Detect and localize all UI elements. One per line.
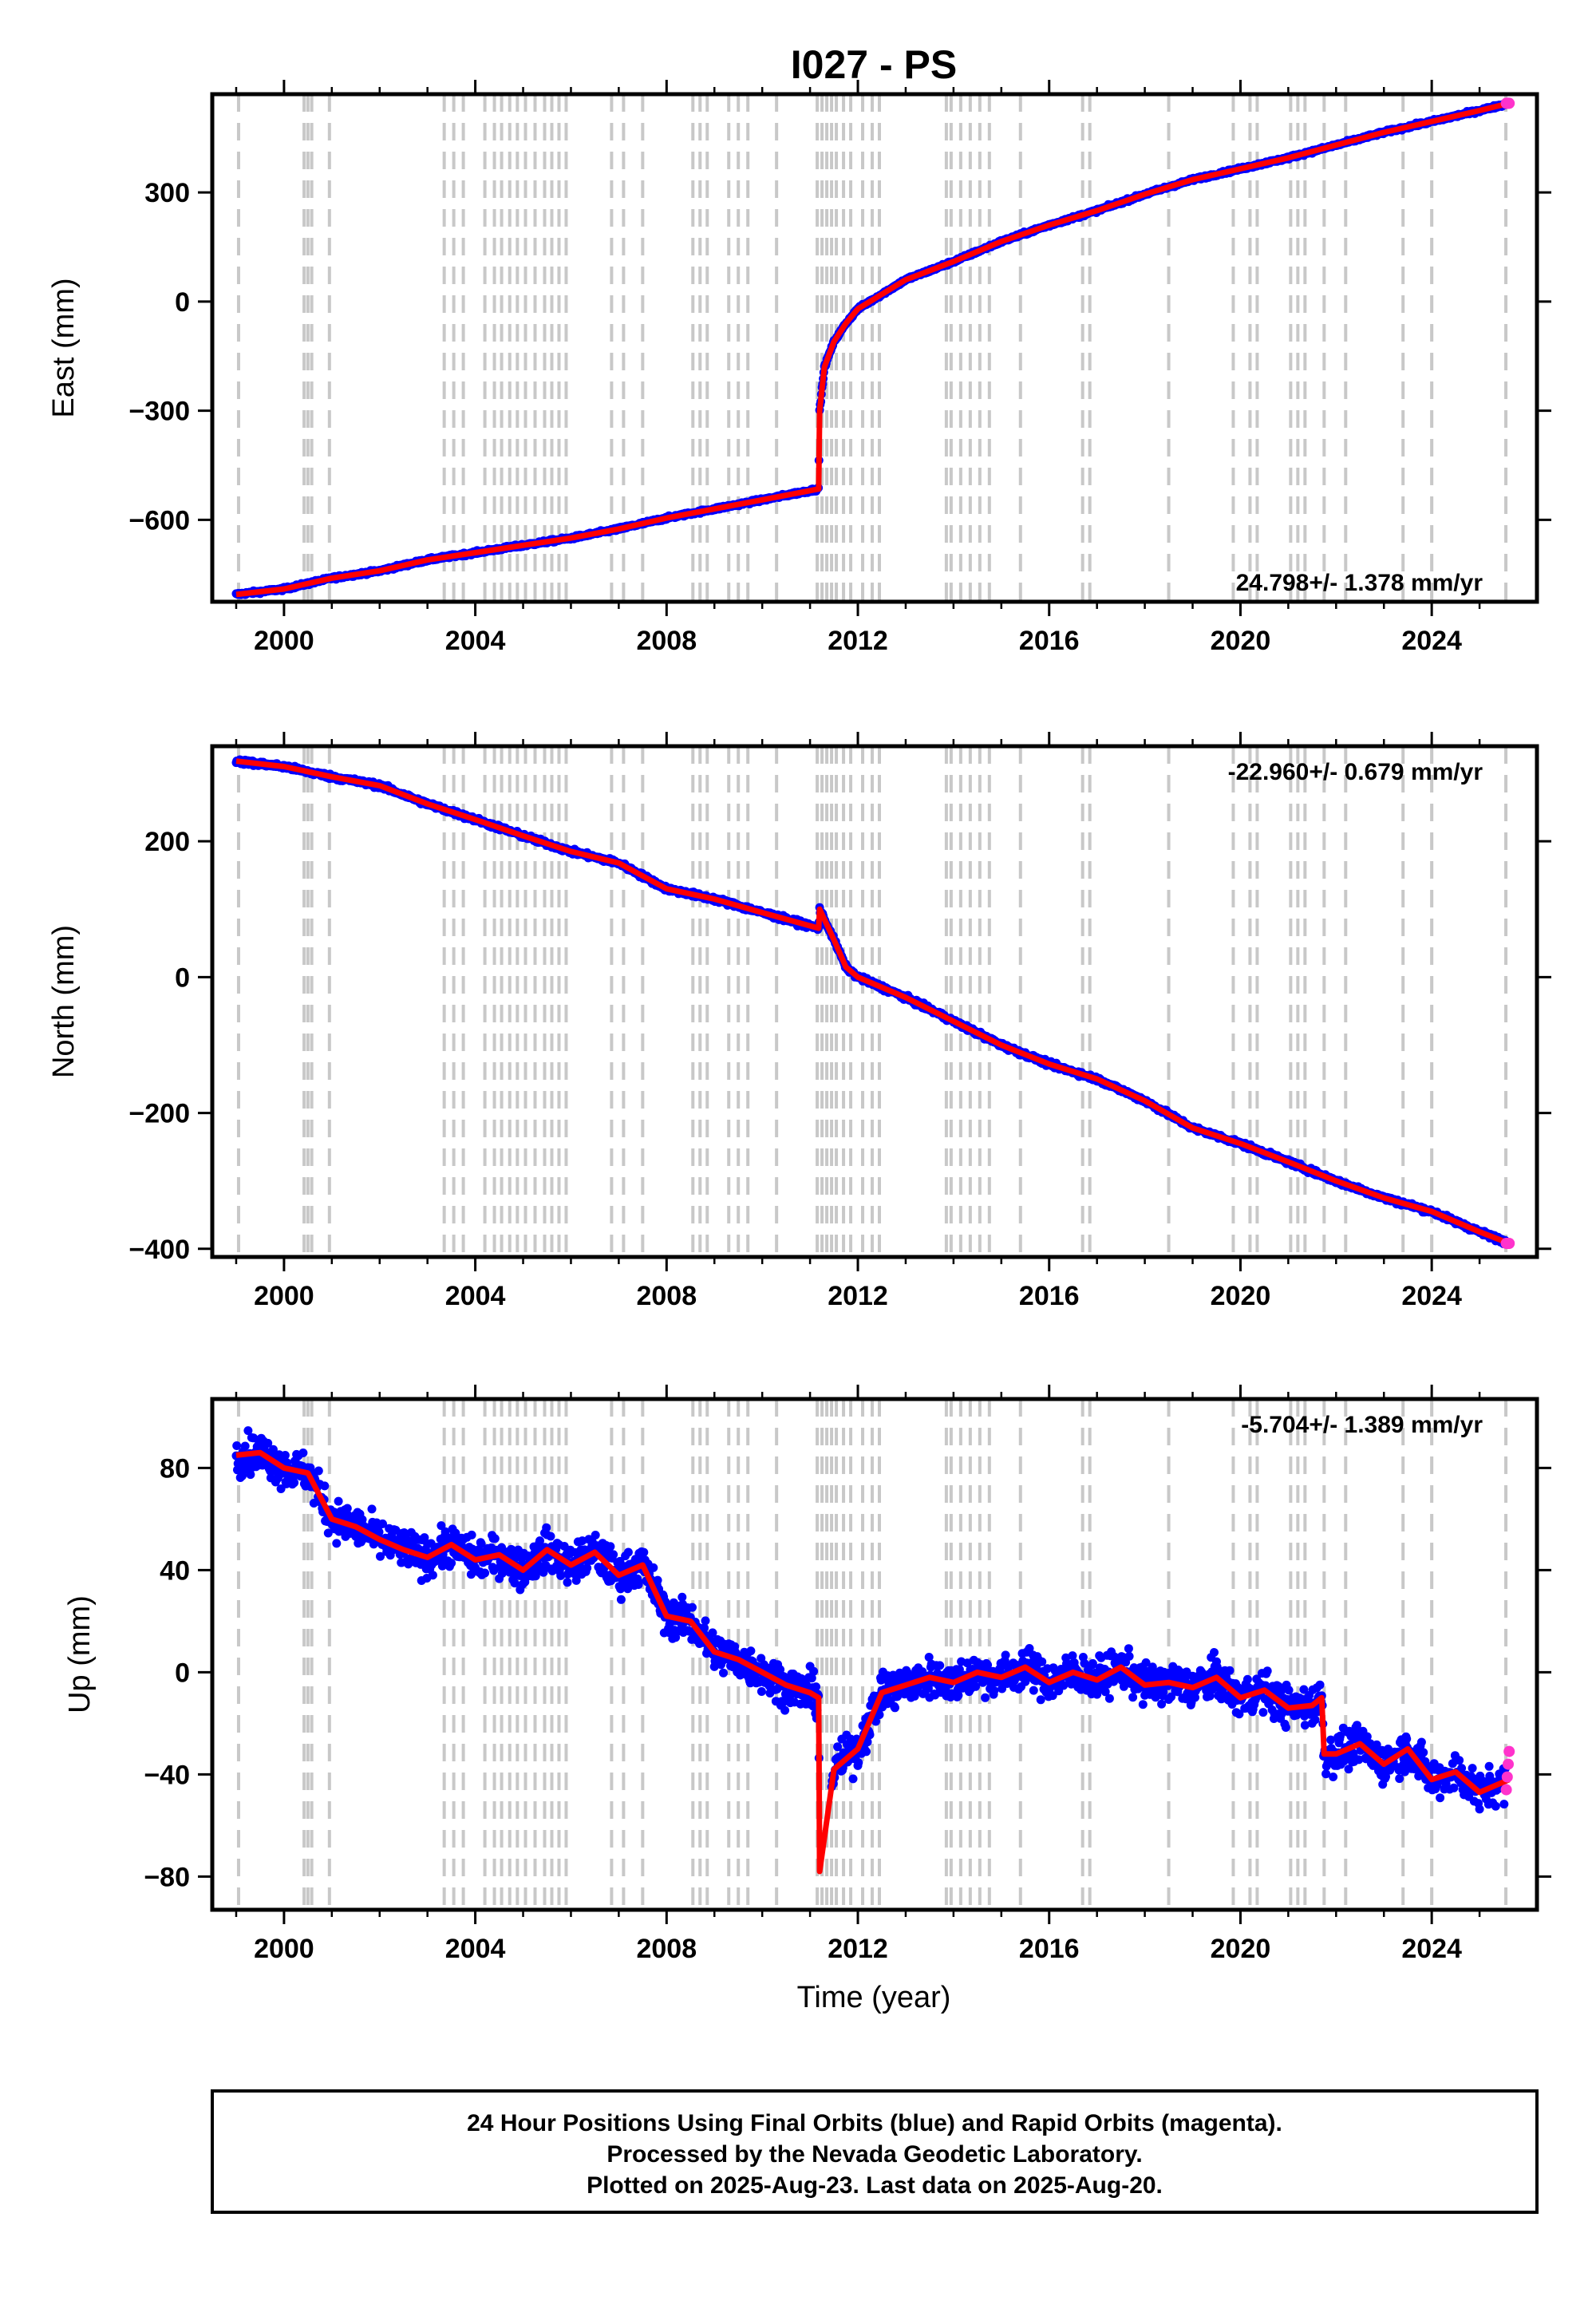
plot-frame xyxy=(210,744,1539,1259)
chart-panels: 2000 2004 2008 2012 2016 2020 2024−600−3000300… xyxy=(47,80,1551,1964)
chart-panel-2: 2000 2004 2008 2012 2016 2020 2024 −400 −200 0 200… xyxy=(47,732,1551,1311)
rapid-points xyxy=(1500,1238,1515,1249)
y-tick-label: 0 xyxy=(175,287,190,318)
x-tick-label: 2024 xyxy=(1401,626,1462,656)
x-tick-label: 2020 xyxy=(1211,626,1271,656)
y-tick-label: 0 xyxy=(175,962,190,993)
x-tick-label: 2000 xyxy=(254,1281,314,1311)
data-point-172 xyxy=(334,1496,343,1506)
data-point-246 xyxy=(378,1519,387,1528)
data-point-268 xyxy=(391,1525,401,1535)
data-point-83 xyxy=(280,1451,290,1460)
plot-area xyxy=(212,1399,1537,1910)
chart-panel-3: 2000 2004 2008 2012 2016 2020 2024−80−4004080U… xyxy=(63,1385,1551,1964)
data-point-63 xyxy=(268,1445,278,1454)
data-point-139 xyxy=(314,1466,323,1476)
y-tick-label: −400 xyxy=(128,1235,190,1265)
rapid-point-4 xyxy=(1503,97,1515,109)
chart-title: I027 - PS xyxy=(791,42,957,87)
data-point-228 xyxy=(367,1504,377,1514)
data-point-113 xyxy=(298,1448,308,1457)
data-point-21 xyxy=(243,1426,253,1436)
plot-area xyxy=(212,94,1537,602)
x-tick-label: 2020 xyxy=(1211,1281,1271,1311)
data-point-25 xyxy=(246,1470,255,1480)
data-point-98 xyxy=(290,1478,299,1488)
x-tick-label: 2004 xyxy=(445,1281,506,1311)
model-line xyxy=(235,101,1511,598)
x-tick-label: 2016 xyxy=(1019,626,1080,656)
data-point-2 xyxy=(232,1441,242,1450)
x-tick-label: 2008 xyxy=(636,626,697,656)
x-tick-label: 2012 xyxy=(828,626,888,656)
plot-frame xyxy=(210,92,1539,604)
x-tick-label: 2004 xyxy=(445,626,506,656)
data-point-330 xyxy=(428,1571,437,1580)
x-tick-label: 2016 xyxy=(1019,1281,1080,1311)
y-tick-label: −300 xyxy=(128,397,190,427)
data-point-240 xyxy=(374,1528,384,1537)
data-point-187 xyxy=(342,1504,352,1513)
chart-panel-1: 2000 2004 2008 2012 2016 2020 2024 −600 −300 0 300… xyxy=(47,80,1551,656)
rate-label: 24.798+/- 1.378 mm/yr xyxy=(1236,570,1483,596)
x-tick-label: 2000 xyxy=(254,626,314,656)
y-axis-label: North (mm) xyxy=(47,925,81,1078)
y-tick-label: −200 xyxy=(128,1099,190,1129)
data-point-242 xyxy=(376,1551,385,1561)
data-point-169 xyxy=(332,1539,342,1548)
model-line xyxy=(235,758,1511,1247)
x-tick-label: 2012 xyxy=(828,1281,888,1311)
rapid-points xyxy=(1500,97,1515,109)
y-tick-label: 200 xyxy=(144,827,190,857)
x-tick-label: 2008 xyxy=(636,1281,697,1311)
data-point-16 xyxy=(240,1441,250,1451)
y-axis-label: East (mm) xyxy=(47,278,81,417)
data-point-149 xyxy=(320,1481,330,1491)
x-tick-label: 2024 xyxy=(1401,1281,1462,1311)
rate-label: -22.960+/- 0.679 mm/yr xyxy=(1228,759,1483,785)
rapid-point-4 xyxy=(1503,1238,1515,1249)
y-tick-label: −600 xyxy=(128,505,190,536)
y-tick-label: 300 xyxy=(144,178,190,208)
data-point-54 xyxy=(263,1438,273,1448)
data-point-155 xyxy=(323,1528,333,1538)
